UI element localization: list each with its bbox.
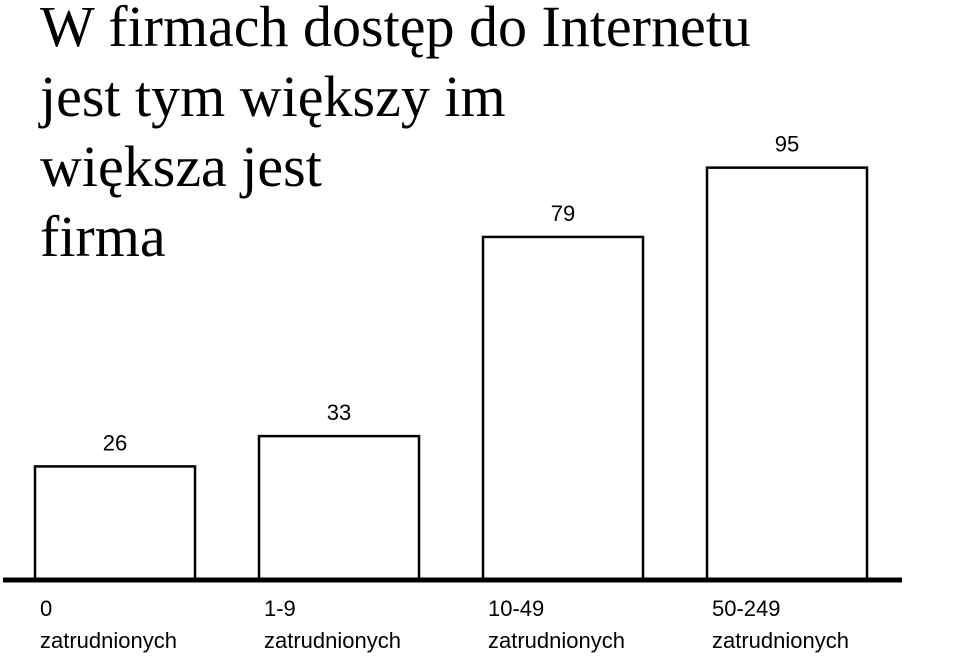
category-label: 0 (40, 596, 52, 621)
data-label: 26 (103, 430, 127, 455)
chart-title-line-4: firma (40, 204, 166, 269)
category-label: 10-49 (488, 596, 544, 621)
bar (33, 465, 197, 581)
category-label: zatrudnionych (488, 628, 625, 653)
bar (705, 166, 869, 581)
bar (257, 434, 421, 581)
category-label: zatrudnionych (264, 628, 401, 653)
category-label: 50-249 (712, 596, 781, 621)
chart-title-line-1: W firmach dostęp do Internetu (40, 0, 751, 59)
data-label: 95 (775, 132, 799, 157)
category-label: zatrudnionych (712, 628, 849, 653)
chart-title-line-2: jest tym większy im (40, 64, 506, 129)
data-label: 79 (551, 201, 575, 226)
category-label: 1-9 (264, 596, 296, 621)
category-label: zatrudnionych (40, 628, 177, 653)
chart-title-line-3: większa jest (40, 134, 322, 199)
bar (481, 235, 645, 581)
data-label: 33 (327, 400, 351, 425)
